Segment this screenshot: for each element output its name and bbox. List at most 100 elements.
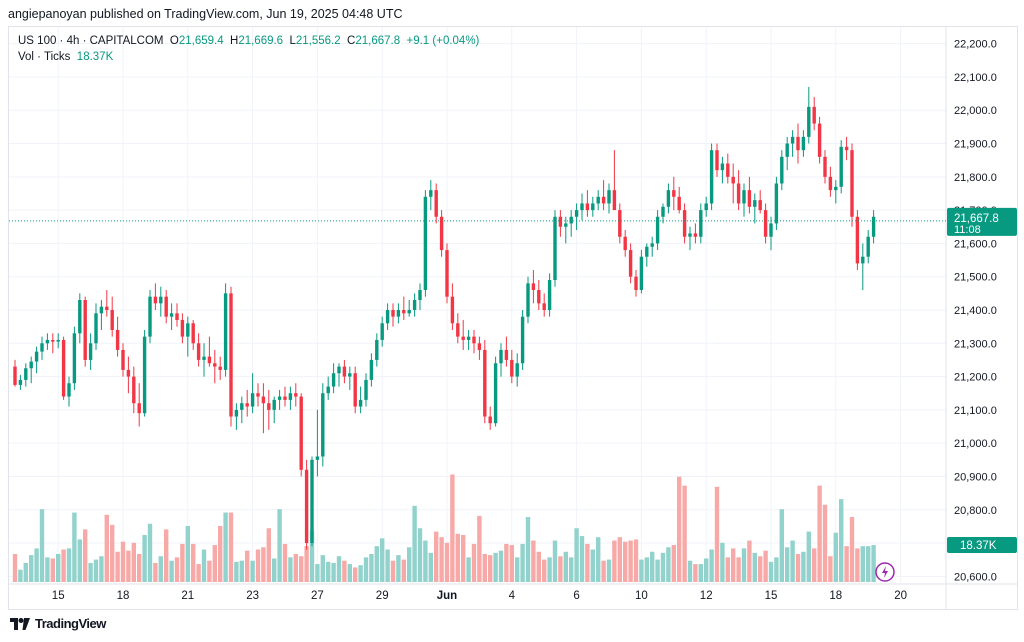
volume-bar — [153, 562, 158, 582]
volume-bar — [720, 542, 725, 582]
candle-body — [785, 143, 789, 157]
volume-bar — [417, 528, 423, 582]
volume-bar — [304, 546, 309, 582]
candle-body — [213, 363, 217, 367]
candle-body — [753, 200, 757, 207]
volume-bar — [61, 549, 66, 582]
candle-body — [812, 106, 816, 124]
candle-body — [456, 323, 460, 337]
candle-body — [315, 456, 320, 460]
candle-body — [747, 190, 752, 207]
price-tick-label: 21,400.0 — [954, 305, 997, 317]
volume-bar — [34, 548, 39, 582]
volume-bar — [336, 556, 342, 582]
time-tick-label: 15 — [765, 590, 778, 602]
candle-body — [159, 296, 163, 304]
volume-bar — [477, 515, 482, 582]
candle-body — [445, 250, 449, 297]
candle-body — [736, 183, 741, 204]
volume-bar — [201, 549, 207, 582]
volume-bar — [725, 557, 730, 582]
candle-body — [196, 343, 201, 360]
volume-bar — [606, 559, 612, 582]
candle-body — [623, 236, 627, 251]
volume-bar — [795, 554, 801, 582]
candlestick-chart[interactable]: 20,600.020,700.020,800.020,900.021,000.0… — [9, 27, 1017, 609]
volume-bar — [353, 567, 358, 582]
volume-bar — [234, 561, 239, 582]
candle-body — [375, 339, 379, 360]
volume-bar — [88, 562, 93, 582]
volume-bar — [612, 540, 617, 582]
candle-body — [412, 300, 417, 310]
candle-body — [558, 216, 563, 227]
volume-bar — [466, 557, 471, 582]
candle-body — [553, 216, 557, 281]
volume-bar — [174, 557, 180, 582]
volume-bar — [326, 561, 331, 582]
volume-bar — [558, 556, 563, 582]
volume-bar — [509, 545, 514, 582]
candle-body — [299, 396, 303, 470]
volume-bar — [93, 559, 99, 582]
volume-bar — [250, 560, 255, 582]
volume-bar — [39, 509, 45, 582]
legend-symbol[interactable]: US 100 · 4h · CAPITALCOM — [18, 35, 164, 47]
volume-bar — [396, 555, 401, 582]
volume-bar — [191, 543, 196, 582]
price-tick-label: 22,000.0 — [954, 105, 997, 117]
publisher-line: angiepanoyan published on TradingView.co… — [8, 7, 403, 21]
volume-bar — [401, 559, 406, 582]
candle-body — [564, 223, 568, 227]
candle-body — [418, 290, 422, 301]
volume-bar — [282, 543, 288, 582]
volume-bar — [542, 559, 547, 582]
candle-body — [866, 236, 870, 257]
candle-body — [304, 469, 309, 544]
candle-body — [261, 396, 266, 404]
price-tick-label: 21,100.0 — [954, 405, 997, 417]
candle-body — [488, 416, 492, 424]
candle-body — [180, 319, 185, 337]
volume-bar — [385, 549, 390, 582]
volume-bar — [423, 540, 428, 582]
candle-body — [240, 403, 244, 410]
candle-body — [234, 409, 239, 417]
candle-body — [169, 313, 174, 317]
candle-body — [121, 349, 125, 370]
volume-bar — [288, 557, 293, 582]
candle-body — [148, 296, 152, 337]
price-tick-label: 21,500.0 — [954, 272, 997, 284]
candle-body — [650, 243, 654, 247]
volume-bar — [83, 529, 88, 582]
time-tick-label: 27 — [311, 590, 324, 602]
volume-bar — [407, 547, 412, 582]
price-tick-label: 22,200.0 — [954, 39, 997, 51]
volume-bar — [628, 540, 633, 582]
volume-bar — [390, 560, 396, 582]
candle-body — [569, 216, 573, 224]
candle-body — [672, 190, 676, 197]
volume-bar — [504, 543, 509, 582]
candle-body — [774, 183, 779, 224]
volume-bar — [774, 557, 779, 582]
candle-body — [677, 196, 681, 211]
volume-bar — [299, 556, 304, 582]
volume-bar — [785, 547, 790, 582]
candle-body — [34, 351, 39, 362]
volume-bar — [493, 552, 498, 582]
time-tick-label: 10 — [635, 590, 648, 602]
volume-bar — [331, 562, 336, 582]
volume-bar — [768, 561, 774, 582]
candle-body — [510, 359, 514, 377]
candle-body — [709, 150, 714, 204]
candle-body — [186, 323, 190, 337]
volume-bar — [77, 539, 82, 582]
price-tick-label: 20,600.0 — [954, 571, 997, 583]
candle-body — [207, 356, 212, 364]
volume-bar — [704, 558, 709, 582]
volume-bar — [563, 551, 568, 582]
legend-volume-label[interactable]: Vol · Ticks — [18, 51, 71, 63]
candle-body — [385, 309, 390, 324]
volume-bar — [147, 523, 153, 582]
